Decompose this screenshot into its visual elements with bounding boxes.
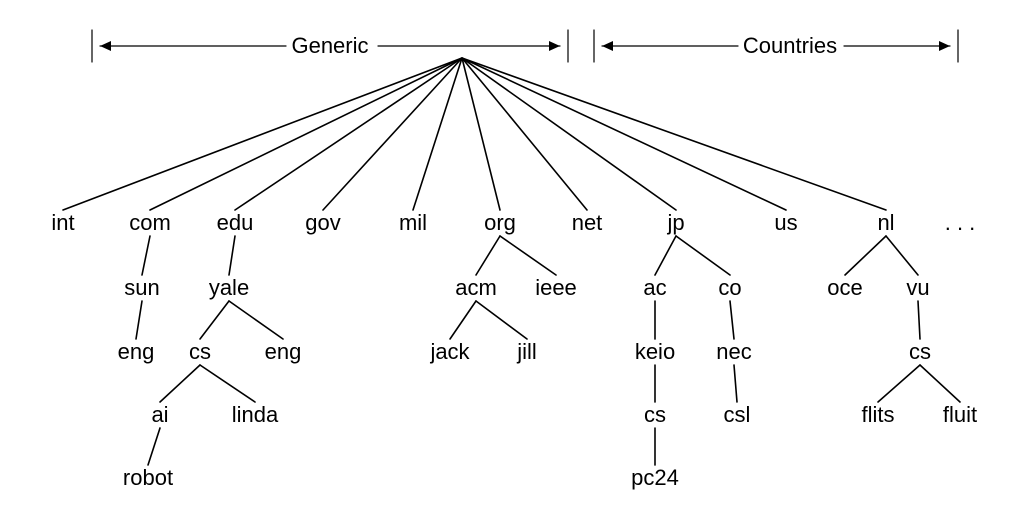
node-pc24: pc24 [631, 465, 679, 491]
node-sun: sun [124, 275, 159, 301]
node-nec: nec [716, 339, 751, 365]
node-csl: csl [724, 402, 751, 428]
node-robot: robot [123, 465, 173, 491]
node-acm: acm [455, 275, 497, 301]
node-flits: flits [862, 402, 895, 428]
node-co: co [718, 275, 741, 301]
node-cs-keio: cs [644, 402, 666, 428]
node-fluit: fluit [943, 402, 977, 428]
node-nl: nl [877, 210, 894, 236]
node-yale: yale [209, 275, 249, 301]
node-us: us [774, 210, 797, 236]
node-ieee: ieee [535, 275, 577, 301]
node-cs-yale: cs [189, 339, 211, 365]
node-cs-vu: cs [909, 339, 931, 365]
node-edu: edu [217, 210, 254, 236]
node-eng-yale: eng [265, 339, 302, 365]
node-int: int [51, 210, 74, 236]
node-mil: mil [399, 210, 427, 236]
node-keio: keio [635, 339, 675, 365]
node-eng-sun: eng [118, 339, 155, 365]
node-linda: linda [232, 402, 278, 428]
node-ai: ai [151, 402, 168, 428]
node-ac: ac [643, 275, 666, 301]
node-com: com [129, 210, 171, 236]
tree-edges [0, 0, 1019, 513]
node-oce: oce [827, 275, 862, 301]
node-jp: jp [667, 210, 684, 236]
node-org: org [484, 210, 516, 236]
header-countries-label: Countries [743, 33, 837, 59]
ellipsis-label: . . . [945, 210, 976, 236]
node-jack: jack [430, 339, 469, 365]
node-gov: gov [305, 210, 340, 236]
node-vu: vu [906, 275, 929, 301]
node-jill: jill [517, 339, 537, 365]
node-net: net [572, 210, 603, 236]
header-generic-label: Generic [291, 33, 368, 59]
dns-namespace-tree: { "type": "tree", "background_color": "#… [0, 0, 1019, 513]
